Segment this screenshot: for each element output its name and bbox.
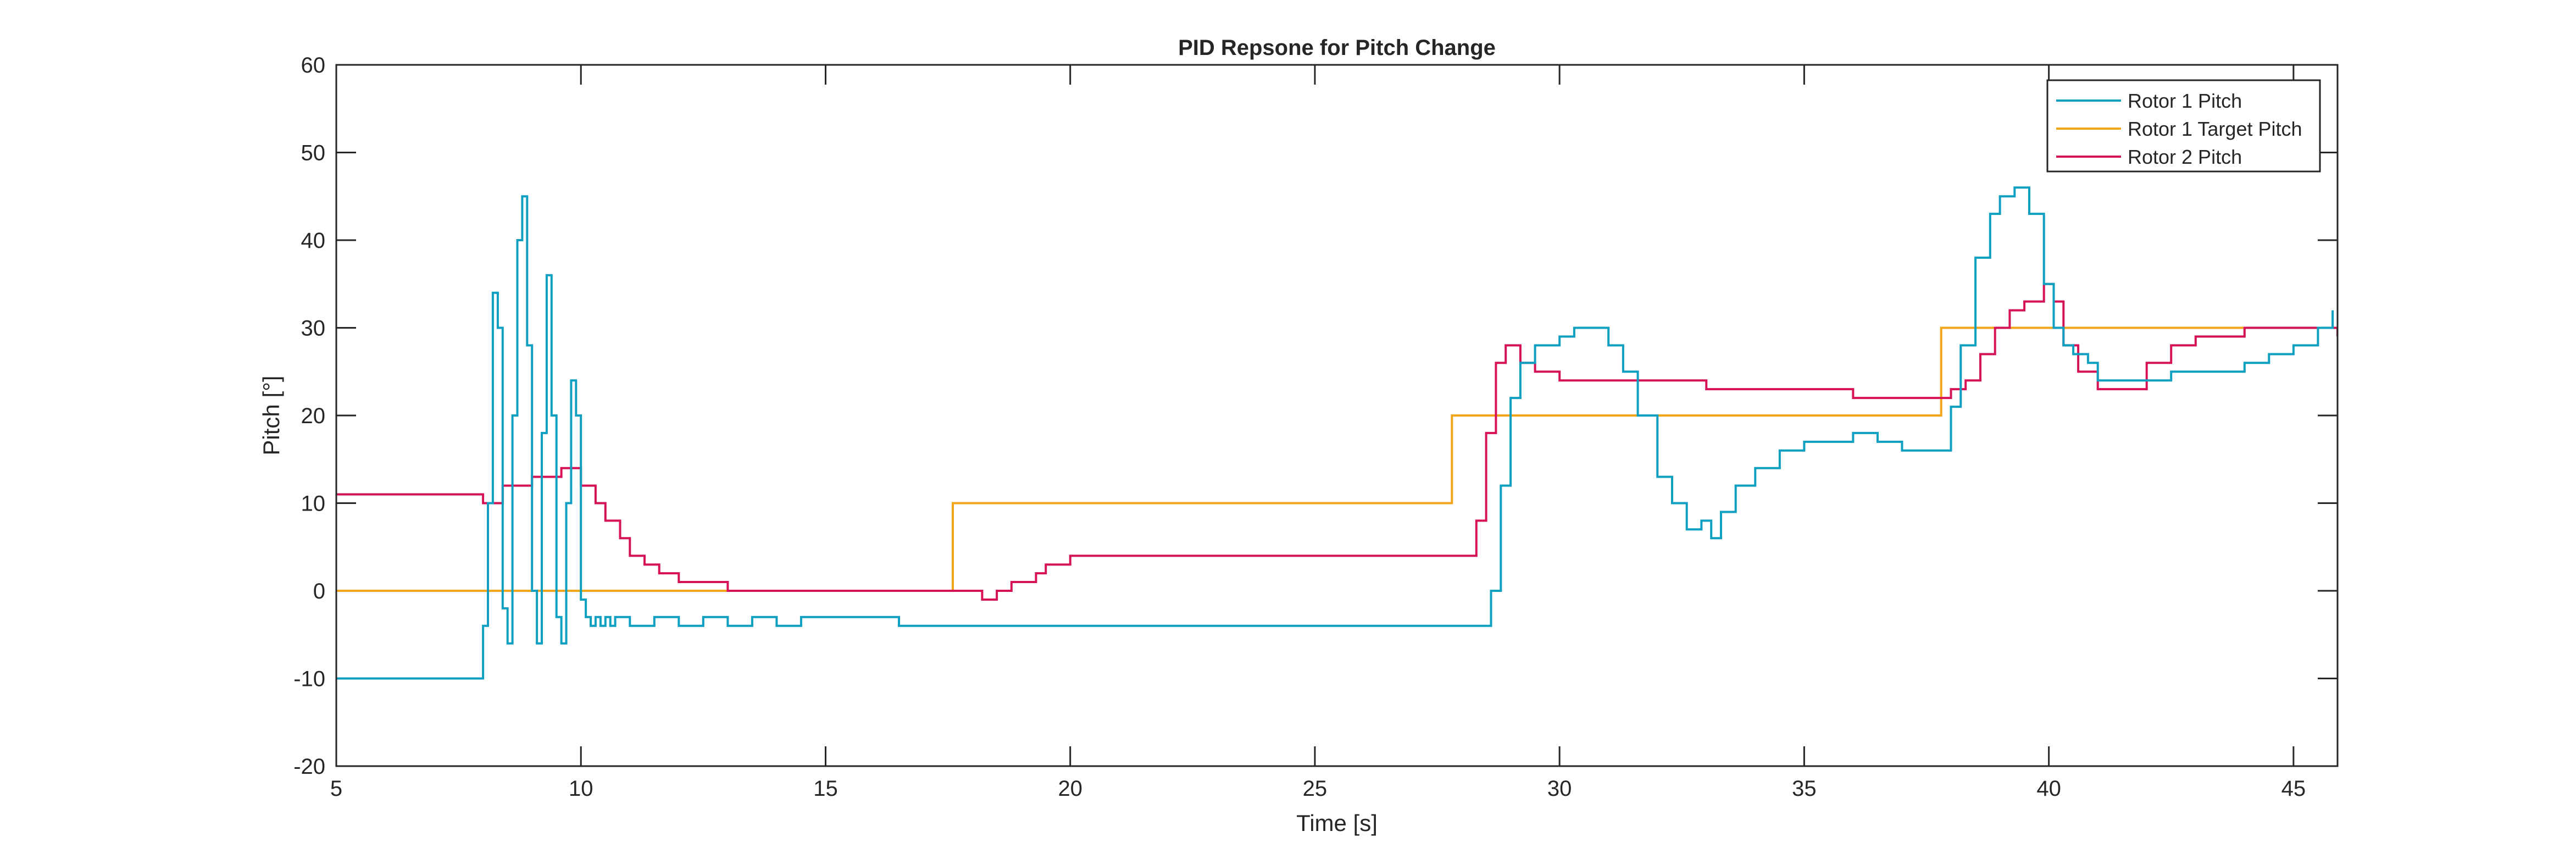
x-tick-label: 30: [1547, 777, 1572, 801]
y-tick-label: -20: [293, 755, 325, 779]
legend-label: Rotor 1 Pitch: [2128, 90, 2242, 112]
x-tick-label: 45: [2281, 777, 2306, 801]
y-tick-label: 60: [301, 53, 326, 77]
series-line-rotor-1-target-pitch: [336, 326, 2338, 592]
y-tick-label: -10: [293, 667, 325, 691]
x-tick-label: 25: [1303, 777, 1328, 801]
y-tick-label: 0: [313, 579, 325, 603]
chart-title: PID Repsone for Pitch Change: [1178, 36, 1496, 60]
legend: Rotor 1 Pitch Rotor 1 Target Pitch Rotor 2…: [2046, 79, 2321, 173]
axes: 5 10 15 20 25 30 35 40 45 -20 -10 0 10 20 30 40 50 60: [293, 53, 2338, 801]
x-tick-label: 5: [330, 777, 342, 801]
y-tick-label: 10: [301, 492, 326, 516]
y-tick-label: 50: [301, 141, 326, 165]
x-tick-label: 15: [813, 777, 838, 801]
y-tick-label: 20: [301, 404, 326, 428]
legend-label: Rotor 2 Pitch: [2128, 146, 2242, 168]
series-line-rotor-1-pitch: [336, 186, 2334, 680]
x-tick-label: 40: [2036, 777, 2061, 801]
plot-frame: [335, 64, 2339, 767]
legend-label: Rotor 1 Target Pitch: [2128, 118, 2302, 140]
x-tick-label: 20: [1058, 777, 1082, 801]
x-axis-label: Time [s]: [1296, 810, 1378, 836]
x-tick-label: 10: [569, 777, 593, 801]
x-tick-label: 35: [1792, 777, 1817, 801]
plot-area: [336, 65, 2338, 766]
y-axis-label: Pitch [°]: [258, 375, 284, 455]
series-group: [336, 186, 2338, 680]
y-tick-label: 40: [301, 229, 326, 253]
y-tick-label: 30: [301, 317, 326, 341]
